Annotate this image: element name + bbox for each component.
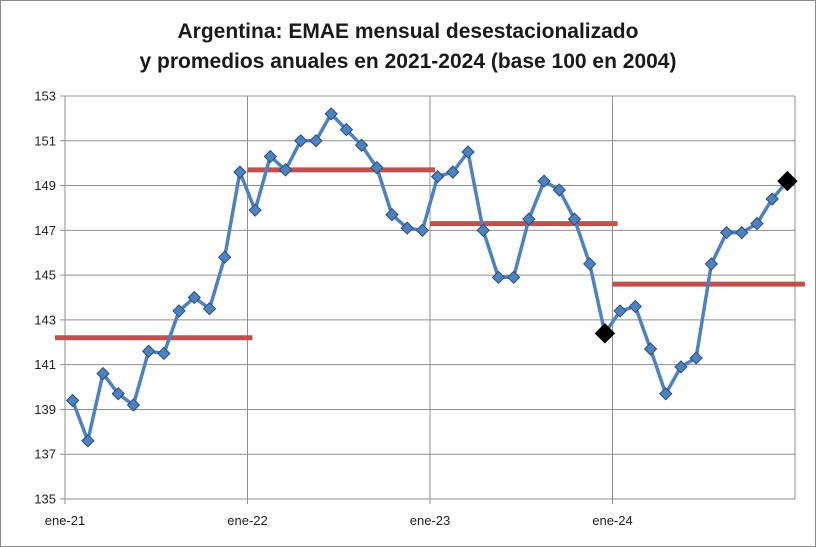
data-point [172, 304, 186, 318]
data-point [446, 165, 460, 179]
data-point [354, 138, 369, 152]
data-point [81, 434, 95, 448]
annual-average-bars [55, 167, 805, 341]
y-tick-label: 143 [34, 312, 56, 327]
data-point [400, 221, 414, 235]
data-point [643, 342, 658, 356]
series-markers [65, 107, 798, 448]
data-point [461, 145, 475, 159]
data-point [263, 149, 278, 164]
data-point [248, 203, 262, 217]
data-point [674, 360, 688, 374]
data-point [613, 304, 627, 318]
data-point [217, 250, 232, 264]
data-point [187, 290, 201, 305]
y-tick-label: 149 [34, 178, 56, 193]
data-point [294, 134, 308, 148]
data-point [141, 344, 156, 358]
data-point [491, 270, 506, 285]
data-point [735, 225, 749, 240]
y-tick-label: 139 [34, 402, 56, 417]
data-point [157, 346, 171, 361]
data-point [765, 192, 779, 206]
data-point [476, 223, 490, 238]
data-point [582, 257, 597, 271]
data-point [324, 107, 338, 121]
data-point [309, 134, 323, 148]
data-point [233, 165, 247, 179]
data-point [370, 160, 384, 175]
data-point [65, 393, 80, 408]
data-point [704, 257, 719, 271]
x-tick-label: ene-22 [227, 513, 267, 528]
data-point [415, 223, 430, 238]
data-point [522, 212, 536, 226]
highlighted-point [594, 323, 616, 344]
y-tick-label: 141 [34, 357, 56, 372]
chart-title-line-1: Argentina: EMAE mensual desestacionaliza… [177, 20, 639, 43]
y-tick-label: 135 [34, 492, 56, 507]
x-tick-label: ene-24 [592, 513, 632, 528]
data-point [506, 270, 521, 285]
data-point [278, 163, 293, 177]
data-point [202, 301, 217, 316]
data-point [385, 207, 399, 222]
y-tick-label: 151 [34, 133, 56, 148]
data-point [111, 387, 125, 401]
grid-lines [65, 95, 796, 499]
data-point [537, 174, 551, 188]
chart-title: Argentina: EMAE mensual desestacionaliza… [1, 17, 815, 77]
data-point [126, 398, 141, 412]
y-axis-tick-labels: 135 137 139 141 143 145 147 149 151 153 [34, 89, 56, 507]
y-tick-label: 137 [34, 447, 56, 462]
y-tick-label: 147 [34, 223, 56, 238]
data-point [96, 366, 110, 381]
data-point [659, 387, 673, 401]
x-tick-label: ene-21 [45, 513, 85, 528]
highlighted-point [777, 170, 798, 192]
chart-title-line-2: y promedios anuales en 2021-2024 (base 1… [139, 50, 677, 73]
data-point [719, 225, 734, 240]
axes [60, 95, 795, 504]
data-point [750, 216, 764, 231]
data-point [567, 212, 582, 226]
data-point [430, 169, 445, 184]
data-point [689, 351, 703, 365]
x-axis-tick-labels: ene-21 ene-22 ene-23 ene-24 [45, 513, 633, 528]
data-point [552, 183, 566, 197]
y-tick-label: 153 [34, 89, 56, 104]
data-point [339, 122, 354, 137]
y-tick-label: 145 [34, 268, 56, 283]
data-point [628, 299, 643, 314]
x-tick-label: ene-23 [410, 513, 450, 528]
